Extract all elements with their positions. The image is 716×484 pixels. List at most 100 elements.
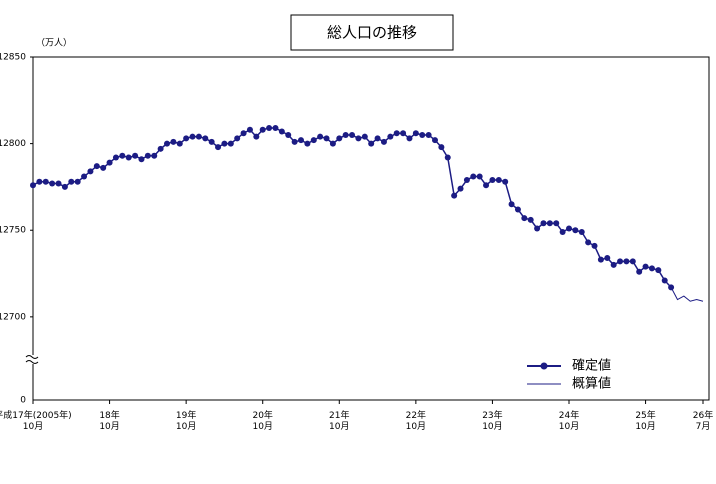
- data-point: [361, 133, 368, 140]
- y-tick-label: 12750: [0, 226, 26, 236]
- data-point: [106, 159, 113, 166]
- data-point: [559, 228, 566, 235]
- data-point: [317, 133, 324, 140]
- data-point: [304, 140, 311, 147]
- data-point: [138, 156, 145, 163]
- data-point: [438, 144, 445, 151]
- data-point: [483, 182, 490, 189]
- data-point: [629, 258, 636, 265]
- data-point: [310, 137, 317, 144]
- data-point: [591, 242, 598, 249]
- data-point: [144, 152, 151, 159]
- x-tick-label: 21年 10月: [329, 411, 350, 432]
- data-point: [202, 135, 209, 142]
- data-point: [151, 152, 158, 159]
- data-point: [495, 176, 502, 183]
- x-tick-label: 23年 10月: [482, 411, 503, 432]
- data-point: [93, 163, 100, 170]
- data-point: [355, 135, 362, 142]
- data-point: [387, 133, 394, 140]
- data-point: [55, 180, 62, 187]
- data-point: [527, 216, 534, 223]
- data-point: [208, 138, 215, 145]
- data-point: [432, 137, 438, 144]
- data-point: [374, 135, 381, 142]
- data-point: [572, 227, 579, 234]
- data-point: [49, 180, 56, 187]
- data-point: [164, 140, 170, 147]
- data-point: [195, 133, 202, 140]
- data-point: [119, 152, 126, 159]
- data-point: [636, 268, 643, 275]
- data-point: [349, 131, 356, 138]
- data-point: [476, 173, 483, 180]
- x-tick-label: 18年 10月: [99, 411, 120, 432]
- data-point: [617, 258, 624, 265]
- data-point: [566, 225, 572, 232]
- data-point: [259, 126, 266, 133]
- data-point: [514, 206, 521, 213]
- data-point: [74, 178, 81, 185]
- data-point: [157, 145, 164, 152]
- data-point: [451, 192, 458, 199]
- data-point: [412, 130, 419, 137]
- data-point: [240, 130, 247, 137]
- data-point: [534, 225, 541, 232]
- data-point: [578, 228, 585, 235]
- data-point: [36, 178, 43, 185]
- data-point: [87, 168, 94, 175]
- data-point: [183, 135, 190, 142]
- y-tick-label: 12700: [0, 312, 26, 322]
- data-point: [278, 128, 285, 135]
- data-point: [42, 178, 49, 185]
- data-point: [298, 137, 304, 144]
- data-point: [400, 130, 407, 137]
- data-point: [323, 135, 330, 142]
- y-tick-label: 12850: [0, 53, 26, 63]
- series-line: [32, 127, 672, 288]
- data-point: [100, 164, 107, 171]
- data-point: [112, 154, 119, 161]
- data-point: [221, 140, 228, 147]
- axis-break: [25, 355, 39, 364]
- data-point: [604, 254, 611, 261]
- data-point: [189, 133, 196, 140]
- data-point: [425, 131, 432, 138]
- data-point: [227, 140, 234, 147]
- x-tick-label: 20年 10月: [252, 411, 273, 432]
- data-point: [368, 140, 375, 147]
- y-tick-label: 12800: [0, 139, 26, 149]
- data-point: [253, 133, 260, 140]
- data-point: [648, 265, 655, 272]
- legend-label: 確定値: [572, 358, 611, 374]
- data-point: [489, 176, 496, 183]
- data-point: [553, 220, 560, 227]
- data-point: [655, 267, 662, 274]
- data-point: [502, 178, 509, 185]
- data-point: [406, 135, 413, 142]
- series-line: [670, 287, 704, 302]
- data-point: [380, 138, 387, 145]
- x-tick-label: 平成17年(2005年) 10月: [0, 411, 72, 432]
- data-point: [61, 183, 68, 190]
- data-point: [291, 138, 298, 145]
- x-tick-label: 26年 7月: [692, 411, 714, 432]
- data-point: [610, 261, 617, 268]
- x-tick-label: 22年 10月: [405, 411, 427, 432]
- x-tick-label: 24年 10月: [558, 411, 580, 432]
- data-point: [170, 138, 177, 145]
- data-point: [215, 144, 222, 151]
- axis-break-gap: [25, 355, 39, 364]
- data-point: [521, 215, 528, 222]
- data-point: [419, 131, 426, 138]
- y-unit-label: （万人）: [36, 38, 72, 49]
- data-point: [642, 263, 649, 270]
- title-box: [290, 14, 454, 51]
- data-point: [266, 125, 273, 132]
- x-tick-label: 25年 10月: [635, 411, 656, 432]
- data-point: [285, 131, 292, 138]
- legend-marker: [540, 362, 548, 370]
- data-point: [623, 258, 630, 265]
